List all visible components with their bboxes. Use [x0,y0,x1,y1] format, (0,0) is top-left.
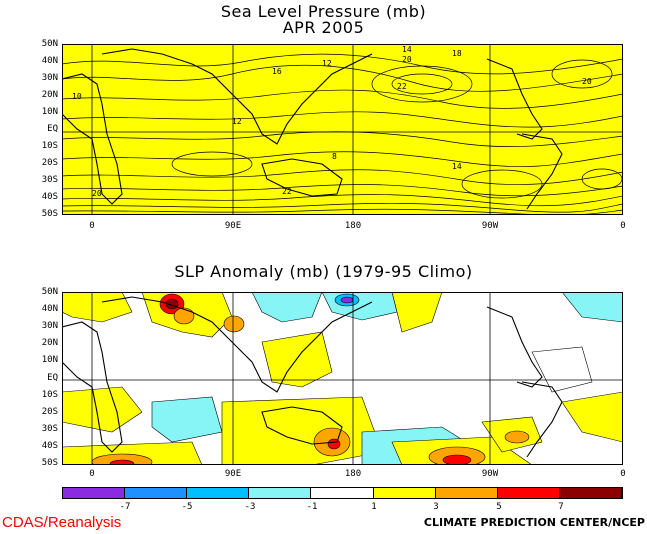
anomaly-title: SLP Anomaly (mb) (1979-95 Climo) [174,262,473,281]
contour-label: 10 [72,92,82,101]
colorbar-swatch [373,488,436,498]
colorbar [62,487,623,499]
colorbar-label: -7 [119,502,131,512]
lat-label: 10N [41,107,58,117]
colorbar-swatch [311,488,374,498]
contour-label: 20 [582,77,592,86]
colorbar-label: 3 [433,502,439,512]
contour-label: 18 [452,49,462,58]
contour-label: 12 [322,59,332,68]
colorbar-label: 5 [496,502,502,512]
lat-label: 10N [41,355,58,365]
lat-label: 50N [41,39,58,49]
contour-label: 14 [452,162,462,171]
contour-label: 12 [232,117,242,126]
lon-label: 180 [344,221,362,231]
source-label: CDAS/Reanalysis [2,514,122,531]
lon-label: 90E [224,221,242,231]
lat-label: 30N [41,73,58,83]
colorbar-label: -5 [181,502,193,512]
slp-subtitle: APR 2005 [282,18,365,37]
lat-label: 20N [41,90,58,100]
slp-title: Sea Level Pressure (mb) [220,2,427,21]
contour-label: 20 [92,189,102,198]
colorbar-label: 7 [558,502,564,512]
lon-label: 0 [620,469,626,479]
anomaly-map [62,292,623,465]
lat-label: EQ [47,373,58,383]
lat-label: 50S [41,458,58,468]
lat-label: 20N [41,338,58,348]
colorbar-swatch [249,488,312,498]
slp-map: 14 18 16 12 20 10 22 8 12 14 20 22 20 [62,44,623,215]
lat-label: 30S [41,175,58,185]
contour-label: 8 [332,152,337,161]
lat-label: 10S [41,141,58,151]
colorbar-swatch [125,488,188,498]
colorbar-label: 1 [371,502,377,512]
contour-label: 22 [397,82,407,91]
slp-contour-labels: 14 18 16 12 20 10 22 8 12 14 20 22 20 [72,45,592,198]
contour-label: 20 [402,55,412,64]
lat-label: 10S [41,390,58,400]
lat-label: 40N [41,56,58,66]
lon-label: 90W [481,221,499,231]
lon-label: 0 [89,469,95,479]
contour-label: 22 [282,187,292,196]
anomaly-svg [62,292,623,465]
lat-label: 20S [41,407,58,417]
colorbar-label: -1 [306,502,318,512]
lat-label: 50N [41,287,58,297]
lat-label: 30N [41,321,58,331]
colorbar-swatch [497,488,560,498]
slp-contour-svg: 14 18 16 12 20 10 22 8 12 14 20 22 20 [62,44,623,215]
lon-label: 90E [224,469,242,479]
lat-label: 30S [41,424,58,434]
lon-label: 0 [89,221,95,231]
contour-label: 14 [402,45,412,54]
lat-label: EQ [47,124,58,134]
anomaly-grid [62,292,623,465]
lon-label: 90W [481,469,499,479]
lat-label: 40S [41,441,58,451]
lat-label: 40S [41,192,58,202]
anomaly-coastlines [62,296,563,458]
colorbar-label: -3 [244,502,256,512]
contour-label: 16 [272,67,282,76]
colorbar-swatch [187,488,250,498]
anomaly-fills [62,292,623,465]
credit-label: CLIMATE PREDICTION CENTER/NCEP [423,516,645,529]
slp-grid [62,44,623,215]
colorbar-swatch [63,488,126,498]
lat-label: 40N [41,304,58,314]
colorbar-swatch [559,488,622,498]
lat-label: 20S [41,158,58,168]
lon-label: 180 [344,469,362,479]
colorbar-swatch [435,488,498,498]
lat-label: 50S [41,209,58,219]
lon-label: 0 [620,221,626,231]
slp-coastlines [62,48,563,210]
